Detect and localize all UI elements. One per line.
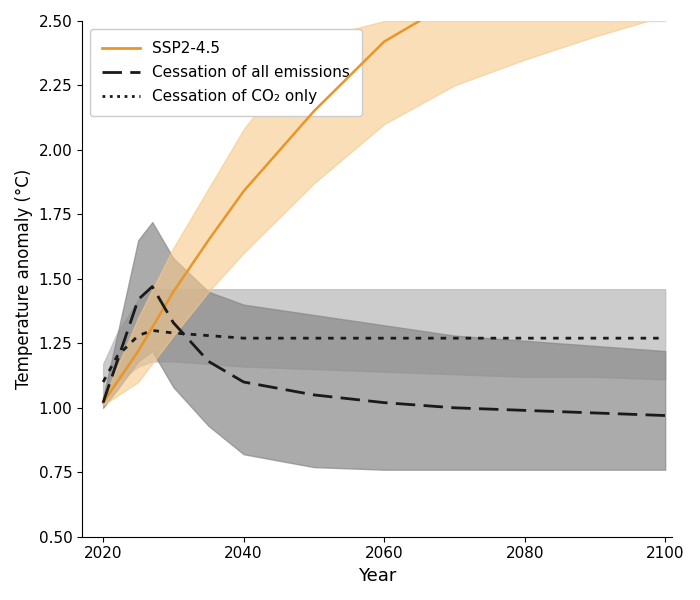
Legend: SSP2-4.5, Cessation of all emissions, Cessation of CO₂ only: SSP2-4.5, Cessation of all emissions, Ce…: [90, 29, 363, 116]
X-axis label: Year: Year: [358, 567, 396, 585]
Y-axis label: Temperature anomaly (°C): Temperature anomaly (°C): [15, 169, 33, 389]
